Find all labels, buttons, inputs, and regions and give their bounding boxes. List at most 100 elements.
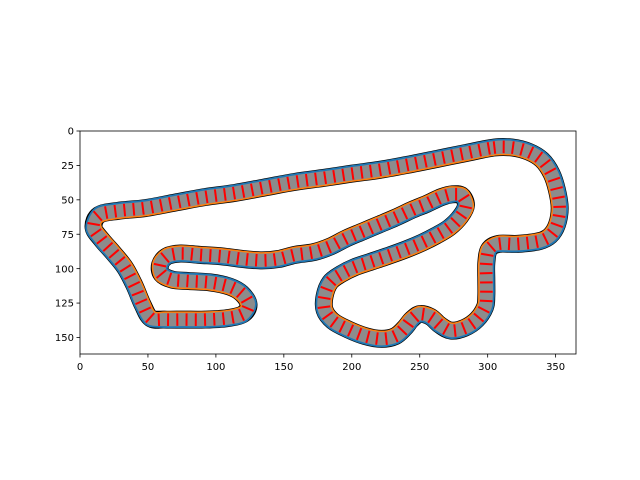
x-tick-label: 100 xyxy=(206,362,225,373)
cross-dash xyxy=(375,332,379,345)
cross-dash xyxy=(384,214,391,228)
cross-dash xyxy=(135,298,148,306)
cross-dash xyxy=(480,252,494,257)
cross-dash xyxy=(455,210,468,220)
cross-dash xyxy=(158,198,164,212)
cross-dash xyxy=(426,196,434,209)
cross-dash xyxy=(350,167,355,180)
cross-dash xyxy=(171,247,176,261)
y-tick-label: 25 xyxy=(61,161,74,172)
cross-dash xyxy=(320,285,333,293)
cross-dash xyxy=(552,214,566,218)
x-tick-label: 0 xyxy=(77,362,83,373)
cross-dash xyxy=(204,190,209,204)
cross-dash xyxy=(444,188,450,202)
cross-dash xyxy=(428,231,437,244)
series-outer-edge xyxy=(85,138,569,348)
cross-dash xyxy=(511,141,515,154)
cross-dash xyxy=(230,310,235,324)
cross-dash xyxy=(421,307,425,321)
cross-dash xyxy=(145,312,155,324)
cross-dash xyxy=(218,249,222,263)
cross-dash xyxy=(341,168,346,182)
cross-dash xyxy=(177,195,182,209)
cross-dash xyxy=(304,173,309,187)
x-tick-label: 250 xyxy=(410,362,429,373)
cross-dash xyxy=(534,235,539,249)
cross-dash xyxy=(473,312,485,323)
cross-dash xyxy=(360,257,367,271)
cross-dash xyxy=(149,200,155,214)
cross-dash xyxy=(507,237,511,251)
cross-dash xyxy=(492,141,497,154)
cross-dash xyxy=(212,312,216,326)
cross-dash xyxy=(329,316,339,328)
cross-dash xyxy=(396,160,401,173)
cross-dash xyxy=(314,172,318,186)
cross-dash xyxy=(434,192,442,205)
cross-dash xyxy=(199,248,203,262)
cross-dash xyxy=(195,275,198,288)
cross-dash xyxy=(432,153,437,166)
cross-dash xyxy=(272,253,277,266)
cross-dash xyxy=(268,180,273,193)
x-tick-label: 300 xyxy=(478,362,497,373)
y-tick-label: 150 xyxy=(55,333,74,344)
y-tick-label: 100 xyxy=(55,264,74,275)
cross-dash xyxy=(486,142,491,155)
cross-dash xyxy=(208,249,212,262)
cross-dash xyxy=(459,204,473,210)
cross-dash xyxy=(414,156,419,170)
cross-dash xyxy=(498,237,502,251)
cross-dash xyxy=(395,245,402,259)
cross-dash xyxy=(123,272,137,281)
axes: 0 50 100 150 200 250 300 350 0 25 50 75 100 125 150 xyxy=(55,127,577,373)
cross-dash xyxy=(240,295,253,304)
cross-dash xyxy=(486,241,497,253)
cross-dash xyxy=(300,247,304,261)
cross-dash xyxy=(450,149,455,163)
cross-dash xyxy=(365,330,371,344)
cross-dash xyxy=(332,169,337,183)
cross-dash xyxy=(519,143,525,156)
cross-dash xyxy=(281,251,287,265)
y-tick-label: 125 xyxy=(55,299,74,310)
y-tick-label: 0 xyxy=(68,127,74,138)
cross-dash xyxy=(546,228,559,238)
cross-dash xyxy=(534,151,544,163)
axes-frame xyxy=(79,130,577,355)
cross-dash xyxy=(347,324,355,337)
cross-dash xyxy=(418,199,425,213)
cross-dash xyxy=(290,248,296,262)
cross-dash xyxy=(317,305,331,309)
x-tick-label: 150 xyxy=(274,362,293,373)
cross-dash xyxy=(226,250,231,264)
cross-dash xyxy=(552,195,565,200)
cross-dash xyxy=(525,236,530,250)
cross-dash xyxy=(400,207,409,220)
cross-dash xyxy=(168,197,173,210)
cross-dash xyxy=(550,221,564,229)
cross-dash xyxy=(308,246,313,260)
cross-dash xyxy=(442,322,450,335)
cross-dash xyxy=(378,163,382,177)
cross-dash xyxy=(409,203,417,216)
cross-dash xyxy=(458,193,470,203)
cross-dash xyxy=(468,145,473,159)
cross-dash xyxy=(235,287,246,299)
cross-dash xyxy=(477,305,490,314)
cross-dash xyxy=(131,289,144,297)
cross-dash xyxy=(132,202,136,216)
cross-dash xyxy=(423,154,428,168)
cross-dash xyxy=(387,161,392,175)
cross-dash xyxy=(334,269,343,282)
cross-dash xyxy=(96,235,108,245)
cross-dash xyxy=(547,176,561,183)
cross-dash xyxy=(527,146,535,159)
cross-dash xyxy=(453,324,457,337)
plot-area xyxy=(84,137,569,348)
cross-dash xyxy=(119,264,132,273)
cross-dash xyxy=(245,253,249,266)
cross-dash xyxy=(420,235,428,248)
cross-dash xyxy=(378,252,385,265)
